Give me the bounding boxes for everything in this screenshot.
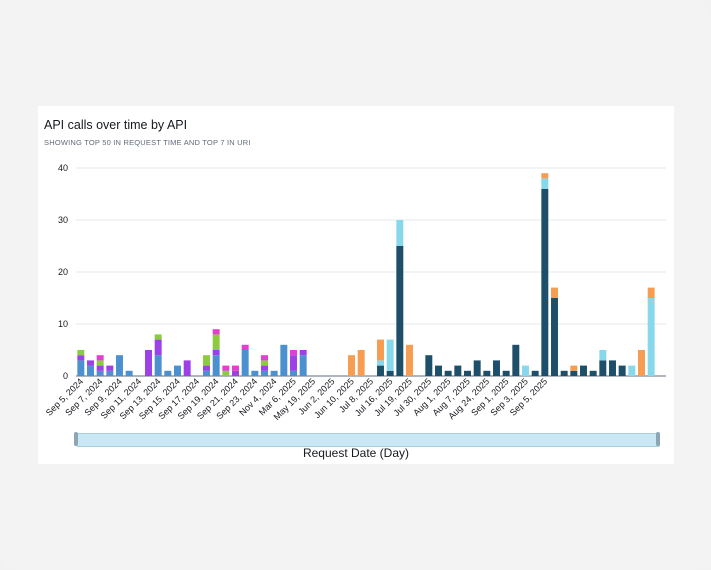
bar-segment [589,370,597,376]
bar-segment [609,360,616,376]
bar-segment [96,360,104,366]
bar-segment [145,350,152,376]
bar-segment [531,370,539,376]
bar-segment [599,360,607,376]
bar-segment [551,287,558,298]
bar-segment [280,344,288,376]
bar-segment [154,334,162,340]
bar-segment [493,360,500,376]
bar-segment [241,344,249,350]
bar-segment [212,329,220,335]
y-tick-label: 30 [58,215,68,225]
bar-segment [512,344,520,376]
bar-segment [96,355,104,361]
bar-segment [464,370,471,376]
bar-segment [164,370,172,376]
chart-panel: API calls over time by API SHOWING TOP 5… [38,106,674,464]
chart-subtitle: SHOWING TOP 50 IN REQUEST TIME AND TOP 7… [44,138,251,147]
bar-segment [396,220,404,246]
bar-segment [261,370,268,376]
bar-segment [212,334,220,350]
bar-segment [570,370,578,376]
chart-title: API calls over time by API [44,118,188,132]
bar-segment [106,370,114,376]
bar-segment [522,365,529,376]
bar-segment [203,370,210,376]
bar-segment [222,370,230,376]
bar-segment [570,365,578,371]
bar-segment [261,360,268,366]
bar-segment [116,355,123,376]
y-tick-label: 10 [58,319,68,329]
bar-segment [396,246,404,376]
bar-segment [551,298,558,376]
bar-segment [454,365,462,376]
bar-segment [377,360,384,366]
bar-segment [251,370,259,376]
bar-segment [473,360,481,376]
bar-segment [377,365,384,376]
bar-segment [290,350,297,356]
bar-segment [638,350,645,376]
bar-segment [560,370,568,376]
bar-segment [154,339,162,356]
bar-segment [541,188,549,376]
bar-segment [290,370,297,376]
bar-segment [435,365,442,376]
bar-segment [377,339,384,361]
bar-segment [618,365,626,376]
bar-segment [96,370,104,376]
x-axis-label: Request Date (Day) [302,446,410,460]
bar-segment [241,350,249,376]
bar-segment [406,344,413,376]
bar-segment [125,370,133,376]
bar-segment [386,339,394,371]
bar-segment [203,365,210,371]
bar-segment [541,173,549,179]
bar-segment [232,365,239,371]
bar-segment [77,355,85,361]
bar-segment [183,360,191,376]
bar-segment [154,355,162,376]
bar-segment [96,365,104,371]
bar-segment [174,365,181,376]
date-range-slider[interactable] [76,433,660,447]
bar-segment [357,350,365,376]
slider-handle-right[interactable] [656,432,660,446]
bar-segment [386,370,394,376]
bar-segment [647,298,655,376]
bar-segment [270,370,278,376]
bar-segment [232,370,239,376]
bar-segment [212,355,220,376]
bar-segment [483,370,491,376]
bar-segment [261,365,268,371]
bar-segment [299,350,307,356]
bar-segment [299,355,307,376]
bar-segment [106,365,114,371]
bar-segment [541,178,549,189]
bar-segment [290,355,297,371]
bar-segment [444,370,452,376]
bar-segment [348,355,355,376]
bar-segment [628,365,636,376]
slider-handle-left[interactable] [74,432,78,446]
bar-segment [87,360,94,366]
bar-segment [599,350,607,361]
bar-segment [87,365,94,376]
bar-segment [77,350,85,356]
bar-segment [580,365,587,376]
y-tick-label: 0 [63,371,68,381]
bar-segment [212,350,220,356]
bar-segment [203,355,210,366]
y-tick-label: 40 [58,163,68,173]
bar-segment [77,360,85,376]
bar-segment [222,365,230,371]
y-tick-label: 20 [58,267,68,277]
bar-segment [261,355,268,361]
bar-segment [425,355,433,376]
bar-segment [502,370,510,376]
bar-segment [647,287,655,298]
